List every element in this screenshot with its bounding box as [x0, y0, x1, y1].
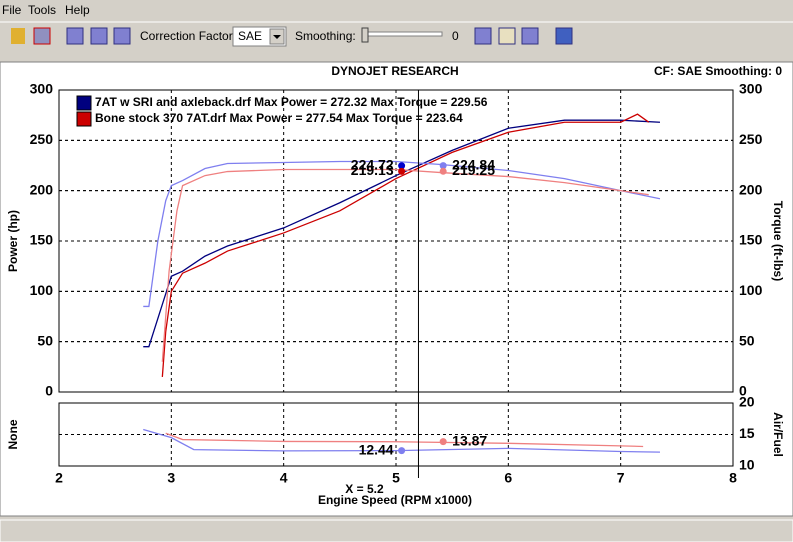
tool-icon[interactable]	[521, 27, 539, 45]
series-line	[161, 168, 649, 362]
series-line	[165, 432, 644, 448]
menu-item[interactable]: Tools	[28, 3, 56, 17]
dropdown-value[interactable]: SAE	[238, 29, 262, 43]
slider-thumb[interactable]	[361, 27, 369, 43]
series-line	[143, 119, 661, 348]
menu-item[interactable]: Help	[65, 3, 90, 17]
x-tick-label: 4	[280, 470, 288, 486]
y2-tick-label: 200	[739, 181, 763, 197]
legend-label: Bone stock 370 7AT.drf Max Power = 277.5…	[95, 111, 463, 125]
x-tick-label: 3	[167, 470, 175, 486]
x-tick-label: 8	[729, 470, 737, 486]
slider[interactable]	[361, 31, 443, 37]
value-label: 219.13	[351, 162, 394, 178]
slider-value: 0	[452, 29, 459, 43]
y2-tick-label: 50	[739, 332, 755, 348]
menu-item[interactable]: File	[2, 3, 22, 17]
series-line	[143, 160, 661, 308]
x-tick-label: 7	[617, 470, 625, 486]
tool-icon[interactable]	[90, 27, 108, 45]
value-label: 219.25	[452, 162, 495, 178]
y-tick-label: 50	[37, 332, 53, 348]
cursor-marker	[439, 167, 447, 175]
tool-icon[interactable]	[33, 27, 51, 45]
tool-icon[interactable]	[498, 27, 516, 45]
y-tick-label: 300	[30, 81, 54, 97]
y-axis-label: None	[6, 419, 20, 449]
series-line	[161, 113, 650, 377]
tool-icon[interactable]	[555, 27, 573, 45]
cursor-marker	[398, 162, 406, 170]
y2-axis-label: Torque (ft-lbs)	[771, 201, 785, 281]
cursor-marker	[439, 438, 447, 446]
cursor-marker	[398, 447, 406, 455]
y2-axis-label: Air/Fuel	[771, 412, 785, 457]
chart-status: CF: SAE Smoothing: 0	[654, 64, 782, 78]
y-tick-label: 200	[30, 181, 54, 197]
tool-icon[interactable]	[474, 27, 492, 45]
series-line	[143, 428, 660, 453]
toolbar-label: Smoothing:	[295, 29, 356, 43]
chart-title: DYNOJET RESEARCH	[331, 64, 458, 78]
legend-swatch	[76, 95, 92, 111]
value-label: 224.72	[351, 156, 394, 172]
value-label: 13.87	[452, 432, 487, 448]
legend-swatch	[76, 111, 92, 127]
y2-tick-label: 10	[739, 457, 755, 473]
x-tick-label: 2	[55, 470, 63, 486]
y-tick-label: 0	[45, 383, 53, 399]
y-tick-label: 100	[30, 282, 54, 298]
y2-tick-label: 150	[739, 232, 763, 248]
y2-tick-label: 15	[739, 425, 755, 441]
tool-icon[interactable]	[11, 28, 25, 44]
status-bar	[0, 519, 793, 542]
toolbar: Correction Factor: SAE Smoothing: 0	[11, 26, 573, 47]
x-axis-label: Engine Speed (RPM x1000)	[318, 493, 472, 507]
cursor-marker	[439, 162, 447, 170]
y-tick-label: 150	[30, 232, 54, 248]
value-label: 224.84	[452, 156, 495, 172]
toolbar-label: Correction Factor:	[140, 29, 236, 43]
y2-tick-label: 100	[739, 282, 763, 298]
y-tick-label: 250	[30, 131, 54, 147]
x-tick-label: 6	[504, 470, 512, 486]
tool-icon[interactable]	[66, 27, 84, 45]
y2-tick-label: 250	[739, 131, 763, 147]
cursor-label: X = 5.2	[345, 482, 384, 496]
dropdown-arrow	[273, 35, 281, 39]
x-tick-label: 5	[392, 470, 400, 486]
y2-tick-label: 0	[739, 383, 747, 399]
y-axis-label: Power (hp)	[6, 210, 20, 272]
cursor-marker	[398, 167, 406, 175]
value-label: 12.44	[359, 441, 394, 457]
tool-icon[interactable]	[113, 27, 131, 45]
y2-tick-label: 300	[739, 81, 763, 97]
y2-tick-label: 20	[739, 394, 755, 410]
legend-label: 7AT w SRI and axleback.drf Max Power = 2…	[95, 95, 488, 109]
